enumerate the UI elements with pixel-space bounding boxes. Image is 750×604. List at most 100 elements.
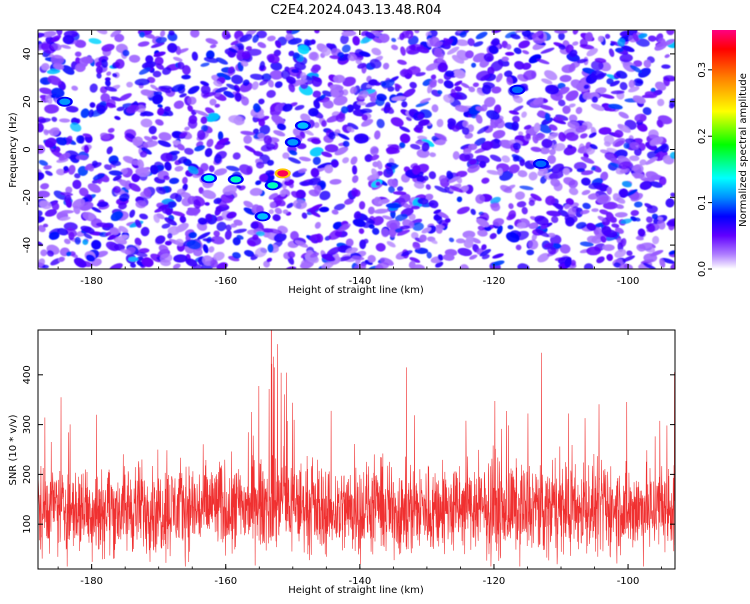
spectrogram-cell (588, 132, 597, 138)
x-tick-label: -120 (483, 276, 506, 287)
spectrogram-cell (391, 96, 407, 101)
spectrogram-cell (393, 191, 407, 196)
spectrogram-cell (95, 61, 102, 67)
spectrogram-cell (382, 62, 390, 70)
spectrogram-cell (370, 146, 379, 156)
spectrogram-cell (376, 118, 385, 129)
spectrogram-cell (299, 181, 310, 186)
spectrogram-cell (568, 114, 578, 123)
spectrogram-cell (65, 227, 78, 237)
spectrogram-cell (386, 241, 396, 248)
spectrogram-cell (619, 168, 630, 174)
spectrogram-cell (257, 132, 265, 139)
spectrogram-cell (51, 87, 65, 98)
spectrogram-cell (490, 202, 501, 212)
spectrogram-cell (60, 209, 74, 214)
spectrogram-cell (211, 236, 225, 245)
spectrogram-cell (51, 37, 60, 43)
spectrogram-cell (298, 168, 308, 173)
spectrogram-cell (391, 44, 399, 51)
spectrogram-cell (356, 101, 367, 106)
spectrogram-cell (461, 126, 470, 135)
spectrogram-feature (535, 160, 547, 167)
spectrogram-cell (224, 229, 232, 240)
spectrogram-feature (267, 182, 279, 189)
spectrogram-cell (171, 211, 186, 217)
spectrogram-cell (646, 216, 653, 223)
spectrogram-cell (209, 98, 217, 106)
spectrogram-cell (65, 199, 72, 208)
spectrogram-cell (437, 78, 444, 84)
spectrogram-cell (190, 30, 200, 38)
spectrogram-cell (159, 253, 173, 263)
spectrogram-cell (565, 90, 579, 102)
snr-series-line (38, 330, 675, 567)
spectrogram-cell (158, 86, 171, 94)
spectrogram-cell (518, 131, 524, 137)
spectrogram-cell (213, 168, 228, 176)
spectrogram-cell (352, 218, 366, 228)
spectrogram-cell (179, 215, 187, 224)
spectrogram-cell (481, 177, 490, 184)
spectrogram-cell (620, 218, 633, 225)
spectrogram-cell (228, 115, 243, 124)
spectrogram-cell (391, 37, 397, 43)
spectrogram-cell (309, 252, 320, 258)
spectrogram-cell (355, 59, 363, 65)
spectrogram-cell (333, 95, 348, 106)
spectrogram-cell (152, 94, 164, 105)
spectrogram-cell (583, 84, 590, 90)
snr-panel: -180 -160 -140 -120 -100 100 200 300 400 Height… (8, 329, 676, 596)
spectrogram-cell (239, 164, 253, 175)
spectrogram-cell (214, 206, 222, 216)
x-tick-label: -140 (349, 576, 372, 587)
spectrogram-cell (454, 80, 463, 86)
spectrogram-cell (586, 147, 596, 155)
spectrogram-cell (477, 229, 488, 237)
spectrogram-cell (200, 116, 208, 124)
spectrogram-cell (300, 72, 307, 81)
spectrogram-cell (146, 90, 154, 98)
spectrogram-cell (363, 238, 369, 244)
x-tick-label: -160 (214, 276, 237, 287)
spectrogram-cell (421, 227, 432, 234)
spectrogram-cell (579, 38, 588, 48)
spectrogram-cell (434, 133, 447, 141)
spectrogram-cell (88, 109, 94, 118)
spectrogram-cell (105, 79, 111, 87)
spectrogram-cell (664, 54, 670, 59)
spectrogram-cell (547, 132, 559, 140)
spectrogram-cell (570, 259, 577, 266)
spectrogram-cell (87, 165, 95, 172)
spectrogram-cell (351, 165, 358, 175)
spectrogram-cell (80, 225, 95, 234)
spectrogram-cell (49, 127, 60, 137)
spectrogram-cell (579, 133, 588, 139)
spectrogram-cell (308, 51, 318, 61)
spectrogram-cell (290, 231, 299, 241)
spectrogram-cell (288, 83, 296, 93)
spectrogram-cell (430, 239, 438, 245)
y-tick-label: 300 (22, 415, 33, 434)
spectrogram-cell (241, 50, 251, 60)
spectrogram-cell (314, 221, 321, 229)
spectrogram-cell (341, 44, 351, 53)
spectrogram-cell (401, 101, 408, 108)
spectrogram-cell (227, 66, 235, 75)
spectrogram-cell (230, 40, 239, 46)
spectrogram-cell (247, 240, 257, 247)
spectrogram-cell (665, 198, 675, 208)
spectrogram-cell (451, 54, 465, 64)
spectrogram-cell (526, 249, 535, 256)
spectrogram-cell (100, 58, 108, 69)
spectrogram-cell (241, 96, 249, 106)
spectrogram-cell (63, 222, 78, 231)
spectrogram-cell (636, 243, 646, 252)
spectrogram-cell (58, 152, 71, 161)
spectrogram-cell (282, 152, 290, 159)
spectrogram-cell (74, 51, 82, 57)
spectrogram-cell (50, 54, 65, 65)
spectrogram-cell (400, 202, 411, 209)
spectrogram-cell (656, 119, 664, 128)
